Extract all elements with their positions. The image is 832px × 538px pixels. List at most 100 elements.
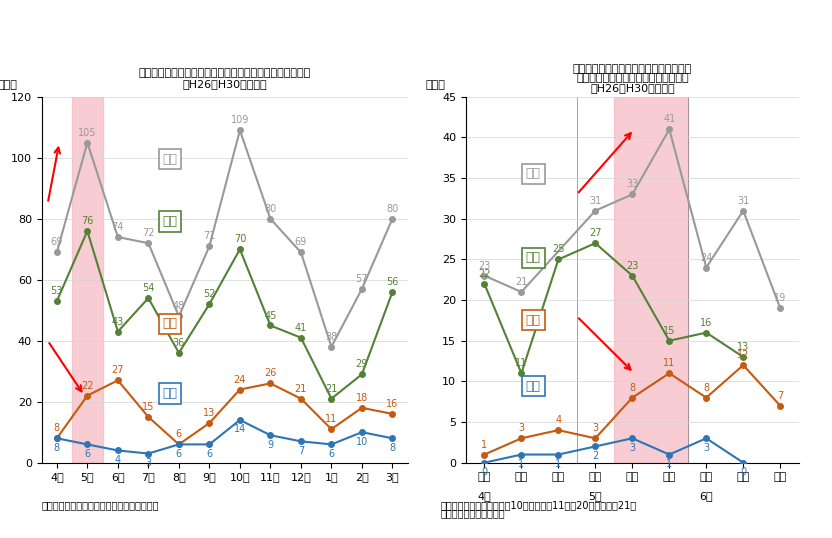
- Text: （注）・各月上旬は１日〜10日、中旬は11日〜20日、下旬は21〜: （注）・各月上旬は１日〜10日、中旬は11日〜20日、下旬は21〜: [441, 500, 637, 511]
- Text: 19: 19: [774, 293, 786, 303]
- Text: 23: 23: [626, 261, 638, 271]
- Text: 80: 80: [386, 204, 399, 214]
- Text: 6月: 6月: [700, 491, 713, 501]
- Text: 10: 10: [356, 437, 368, 447]
- Text: 8: 8: [703, 383, 710, 393]
- Text: 23: 23: [478, 261, 491, 271]
- Text: 72: 72: [142, 228, 155, 238]
- Text: 登校: 登校: [526, 379, 541, 393]
- Text: 21: 21: [295, 384, 307, 394]
- Text: 0: 0: [482, 467, 488, 477]
- Text: 105: 105: [78, 128, 97, 138]
- Text: 71: 71: [203, 231, 215, 241]
- Text: 27: 27: [111, 365, 124, 376]
- Text: 15: 15: [142, 402, 155, 412]
- Text: 小学校１年生歩行中の発生月別（４月〜: 小学校１年生歩行中の発生月別（４月〜: [572, 63, 692, 74]
- Text: （注）・「私用」は、遊戯、訪問等をいう。: （注）・「私用」は、遊戯、訪問等をいう。: [42, 500, 159, 511]
- Text: 8: 8: [629, 383, 636, 393]
- Text: ６月）日別通行目的別死者・重傷者数: ６月）日別通行目的別死者・重傷者数: [576, 73, 689, 83]
- Bar: [614, 97, 688, 463]
- Text: 36: 36: [173, 338, 185, 348]
- Text: 8: 8: [389, 443, 395, 453]
- Text: （H26〜H30年合計）: （H26〜H30年合計）: [590, 83, 675, 93]
- Text: 74: 74: [111, 222, 124, 232]
- Text: 8: 8: [54, 423, 60, 433]
- Text: 13: 13: [203, 408, 215, 418]
- Text: （人）: （人）: [0, 80, 17, 89]
- Text: 14: 14: [234, 424, 246, 435]
- Text: 3: 3: [146, 458, 151, 468]
- Text: ３　小学校１年生の歩行中の月別通行目的別死者・重傷者数: ３ 小学校１年生の歩行中の月別通行目的別死者・重傷者数: [17, 23, 307, 41]
- Text: 27: 27: [589, 228, 602, 238]
- Text: 11: 11: [515, 358, 527, 369]
- Text: 45: 45: [265, 310, 276, 321]
- Text: 57: 57: [355, 274, 369, 284]
- Text: 38: 38: [325, 332, 338, 342]
- Text: 0: 0: [740, 467, 746, 477]
- Text: 21: 21: [325, 384, 338, 394]
- Text: 22: 22: [81, 381, 94, 391]
- Text: 12: 12: [737, 350, 750, 360]
- Text: 69: 69: [295, 237, 307, 247]
- Text: 76: 76: [82, 216, 93, 226]
- Text: 53: 53: [51, 286, 63, 296]
- Text: 合計: 合計: [526, 167, 541, 180]
- Text: 31: 31: [589, 196, 602, 206]
- Text: 5月: 5月: [588, 491, 602, 501]
- Text: 48: 48: [173, 301, 185, 312]
- Text: 16: 16: [386, 399, 399, 409]
- Text: 52: 52: [203, 289, 215, 299]
- Text: 各月末日とした。: 各月末日とした。: [441, 508, 506, 519]
- Text: 1: 1: [666, 459, 672, 469]
- Text: 下校: 下校: [162, 317, 177, 330]
- Text: 31: 31: [737, 196, 750, 206]
- Text: 1: 1: [555, 459, 562, 469]
- Text: 登校: 登校: [162, 387, 177, 400]
- Text: 6: 6: [176, 449, 182, 459]
- Text: 9: 9: [267, 440, 274, 450]
- Text: 下校: 下校: [526, 314, 541, 327]
- Text: 22: 22: [478, 269, 491, 279]
- Text: 56: 56: [386, 277, 399, 287]
- Text: 1: 1: [482, 440, 488, 450]
- Text: 13: 13: [737, 342, 750, 352]
- Text: 1: 1: [518, 459, 524, 469]
- Text: 合計: 合計: [162, 153, 177, 166]
- Text: 54: 54: [142, 283, 155, 293]
- Text: 33: 33: [626, 180, 638, 189]
- Text: 24: 24: [234, 374, 246, 385]
- Text: 26: 26: [265, 369, 276, 378]
- Text: 11: 11: [663, 358, 676, 369]
- Text: 43: 43: [111, 317, 124, 327]
- Text: （人）: （人）: [426, 80, 446, 89]
- Text: 41: 41: [663, 115, 676, 124]
- Text: 私用: 私用: [162, 215, 177, 228]
- Text: 4月: 4月: [478, 491, 491, 501]
- Text: 80: 80: [265, 204, 276, 214]
- Text: 25: 25: [552, 244, 565, 254]
- Text: 7: 7: [777, 391, 784, 401]
- Text: 11: 11: [325, 414, 338, 424]
- Text: （H26〜H30年合計）: （H26〜H30年合計）: [182, 79, 267, 89]
- Text: 小学校１年生歩行中の発生月別通行目的別死者・重傷者数: 小学校１年生歩行中の発生月別通行目的別死者・重傷者数: [138, 68, 311, 78]
- Text: 70: 70: [234, 235, 246, 244]
- Text: 8: 8: [54, 443, 60, 453]
- Text: 16: 16: [701, 317, 712, 328]
- Text: 2: 2: [592, 451, 598, 461]
- Text: 6: 6: [84, 449, 91, 459]
- Text: 6: 6: [206, 449, 212, 459]
- Text: 3: 3: [592, 423, 598, 433]
- Text: 41: 41: [295, 323, 307, 332]
- Text: 6: 6: [176, 429, 182, 440]
- Text: 6: 6: [329, 449, 334, 459]
- Text: 3: 3: [518, 423, 524, 433]
- Text: 15: 15: [663, 326, 676, 336]
- Text: 18: 18: [356, 393, 368, 403]
- Text: 29: 29: [356, 359, 368, 369]
- Text: 69: 69: [51, 237, 63, 247]
- Text: 4: 4: [115, 455, 121, 465]
- Text: 21: 21: [515, 277, 527, 287]
- Text: 7: 7: [298, 446, 304, 456]
- Text: 4: 4: [555, 415, 562, 425]
- Bar: [72, 97, 102, 463]
